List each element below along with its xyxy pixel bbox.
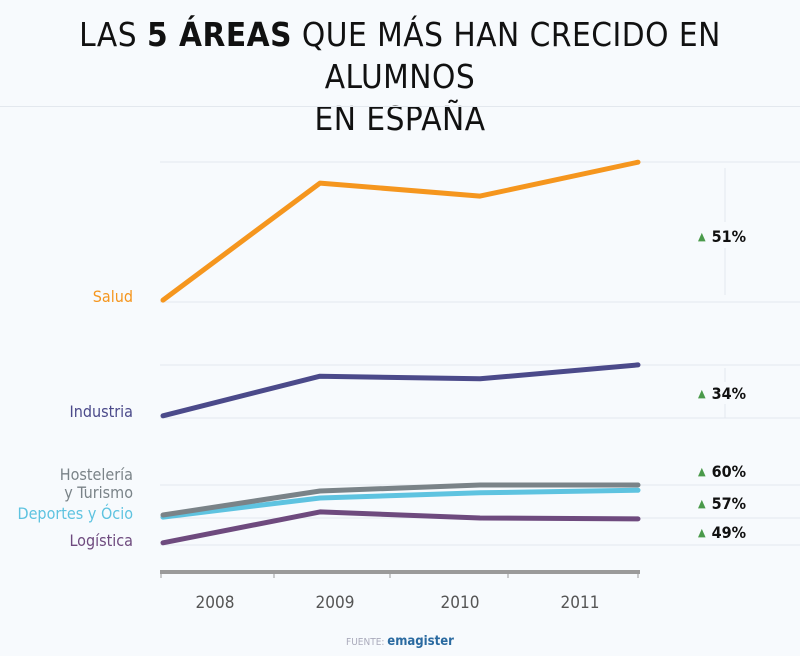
series-label-salud: Salud: [92, 287, 133, 306]
title-divider: [0, 106, 800, 107]
series-line-hosteler-a-y-turismo: [160, 482, 641, 518]
x-tick-label: 2008: [195, 593, 235, 613]
title-bold: 5 ÁREAS: [146, 15, 292, 54]
growth-value: 57%: [711, 494, 747, 513]
growth-industria: ▲ 34%: [698, 384, 746, 403]
growth-value: 34%: [711, 384, 747, 403]
x-tick-label: 2009: [315, 593, 355, 613]
growth-value: 51%: [711, 227, 747, 246]
triangle-up-icon: ▲: [698, 497, 706, 510]
growth-logistica: ▲ 49%: [698, 523, 746, 542]
growth-value: 60%: [711, 462, 747, 481]
series-line-salud: [160, 159, 641, 303]
growth-salud: ▲ 51%: [698, 227, 746, 246]
source-brand-logo: emagister: [387, 634, 454, 649]
triangle-up-icon: ▲: [698, 230, 706, 243]
series-label-industria: Industria: [69, 402, 133, 421]
series-line-industria: [160, 362, 641, 419]
growth-deportes: ▲ 57%: [698, 494, 746, 513]
series-label-hosteleria-line2: y Turismo: [64, 483, 133, 502]
x-tick-label: 2011: [560, 593, 600, 613]
title-line2: EN ESPAÑA: [314, 99, 486, 138]
series-label-deportes: Deportes y Ócio: [17, 504, 133, 523]
series-line-deportes-y-cio: [160, 487, 641, 520]
source-label: FUENTE:: [346, 637, 385, 648]
series-label-hosteleria: Hostelería y Turismo: [60, 466, 133, 502]
triangle-up-icon: ▲: [698, 465, 706, 478]
series-line-log-stica: [160, 509, 641, 546]
x-tick-label: 2010: [440, 593, 480, 613]
series-label-logistica: Logística: [69, 531, 133, 550]
triangle-up-icon: ▲: [698, 387, 706, 400]
triangle-up-icon: ▲: [698, 526, 706, 539]
title-prefix: LAS: [79, 15, 147, 54]
source-note: FUENTE: emagister: [0, 634, 800, 649]
growth-value: 49%: [711, 523, 747, 542]
growth-hosteleria: ▲ 60%: [698, 462, 746, 481]
title-suffix: QUE MÁS HAN CRECIDO EN ALUMNOS: [291, 15, 721, 96]
chart-title: LAS 5 ÁREAS QUE MÁS HAN CRECIDO EN ALUMN…: [0, 14, 800, 140]
series-label-hosteleria-line1: Hostelería: [59, 465, 133, 484]
